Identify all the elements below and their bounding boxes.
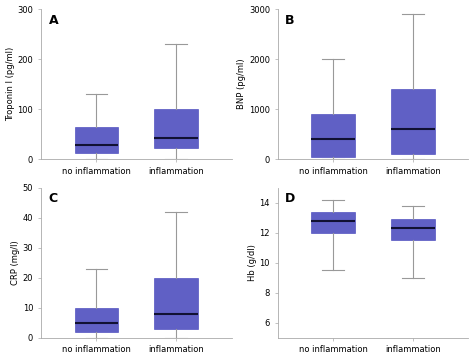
PathPatch shape [311, 114, 355, 157]
PathPatch shape [154, 278, 198, 329]
Y-axis label: Troponin I (pg/ml): Troponin I (pg/ml) [6, 47, 15, 121]
Text: B: B [285, 14, 295, 27]
PathPatch shape [74, 308, 118, 332]
PathPatch shape [311, 212, 355, 233]
Text: C: C [48, 192, 58, 205]
PathPatch shape [391, 219, 435, 240]
Y-axis label: Hb (g/dl): Hb (g/dl) [248, 244, 257, 281]
PathPatch shape [391, 89, 435, 154]
Y-axis label: CRP (mg/l): CRP (mg/l) [11, 240, 20, 285]
Y-axis label: BNP (pg/ml): BNP (pg/ml) [237, 59, 246, 109]
Text: D: D [285, 192, 296, 205]
Text: A: A [48, 14, 58, 27]
PathPatch shape [154, 109, 198, 148]
PathPatch shape [74, 127, 118, 153]
